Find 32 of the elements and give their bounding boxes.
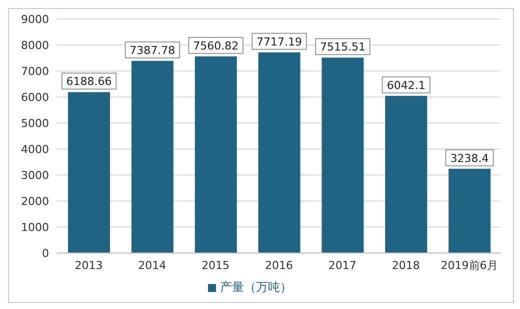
y-tick-label: 0 xyxy=(42,246,49,260)
x-tick-label: 2016 xyxy=(265,258,293,272)
y-tick-label: 8000 xyxy=(21,38,49,52)
bar xyxy=(68,92,110,253)
x-tick-label: 2019前6月 xyxy=(440,258,498,272)
y-tick-label: 3000 xyxy=(21,168,49,182)
bar xyxy=(194,56,237,253)
data-label: 7560.82 xyxy=(193,39,239,52)
data-label: 6042.1 xyxy=(386,78,426,92)
legend-label: 产量（万吨） xyxy=(220,280,292,294)
bar xyxy=(385,96,428,253)
data-label: 7717.19 xyxy=(256,35,302,48)
bar xyxy=(131,60,174,253)
y-tick-label: 1000 xyxy=(21,220,49,234)
y-tick-label: 5000 xyxy=(21,116,49,130)
x-tick-label: 2014 xyxy=(138,258,166,272)
data-label: 7387.78 xyxy=(130,44,176,57)
x-tick-label: 2017 xyxy=(328,258,356,272)
data-label: 3238.4 xyxy=(450,152,489,165)
y-tick-label: 4000 xyxy=(21,142,49,156)
data-label: 7515.51 xyxy=(320,40,366,54)
y-tick-label: 2000 xyxy=(21,194,49,208)
x-tick-label: 2018 xyxy=(392,258,420,272)
y-tick-label: 7000 xyxy=(21,64,49,78)
y-tick-label: 9000 xyxy=(21,12,49,26)
x-tick-label: 2013 xyxy=(74,258,103,272)
data-label: 6188.66 xyxy=(66,75,112,88)
y-tick-label: 6000 xyxy=(21,90,49,104)
bar xyxy=(322,58,364,253)
x-tick-label: 2015 xyxy=(202,258,230,272)
bar xyxy=(258,52,300,253)
bar xyxy=(448,168,491,253)
